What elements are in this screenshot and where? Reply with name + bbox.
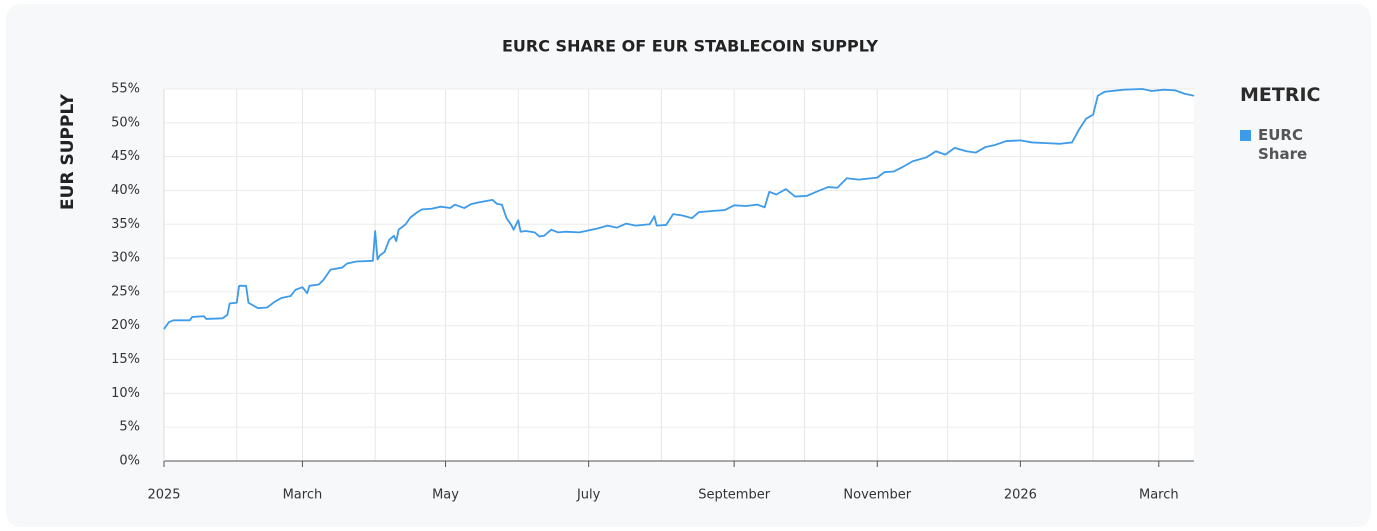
legend: METRIC EURC Share (1240, 84, 1360, 164)
legend-item: EURC Share (1240, 126, 1360, 164)
legend-title: METRIC (1240, 84, 1321, 106)
legend-label: EURC Share (1258, 126, 1308, 163)
line-series (163, 88, 1195, 330)
y-tick-label: 55% (111, 82, 140, 97)
legend-swatch (1240, 130, 1251, 141)
y-tick-label: 20% (111, 318, 140, 333)
x-tick-label: March (1139, 488, 1179, 503)
y-tick-label: 0% (119, 454, 140, 469)
x-tick-label: 2026 (1004, 488, 1037, 503)
x-tick-label: September (698, 488, 771, 503)
x-tick-label: November (843, 488, 911, 503)
x-tick-label: 2025 (147, 488, 180, 503)
y-tick-label: 40% (111, 183, 140, 198)
y-tick-label: 15% (111, 352, 140, 367)
y-tick-label: 35% (111, 217, 140, 232)
y-tick-label: 10% (111, 386, 140, 401)
x-tick-label: March (283, 488, 323, 503)
x-tick-label: May (432, 488, 459, 503)
y-tick-label: 30% (111, 251, 140, 266)
x-tick-label: July (576, 488, 601, 503)
y-tick-label: 50% (111, 115, 140, 130)
y-axis-label: EUR SUPPLY (58, 93, 78, 210)
plot-area (164, 89, 1194, 461)
y-tick-label: 5% (119, 420, 140, 435)
y-tick-label: 25% (111, 284, 140, 299)
y-tick-label: 45% (111, 149, 140, 164)
chart-title: EURC SHARE OF EUR STABLECOIN SUPPLY (502, 37, 878, 56)
